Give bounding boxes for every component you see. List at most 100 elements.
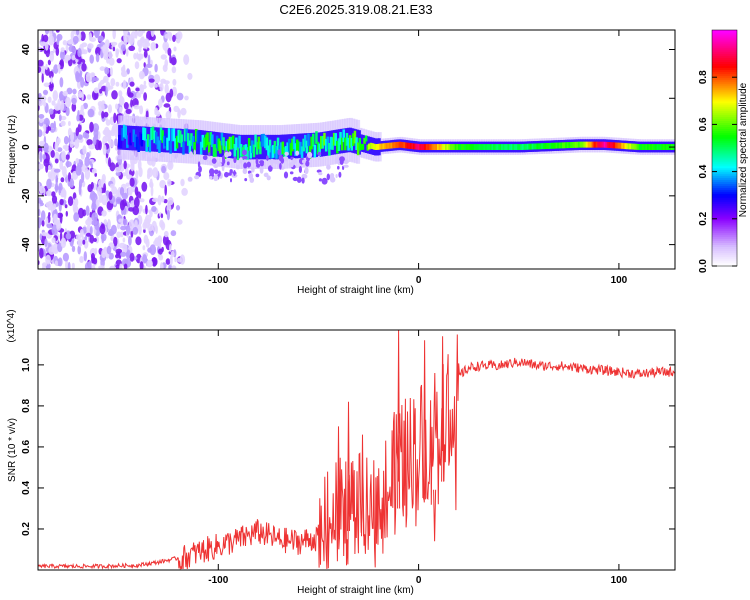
signal-core — [230, 136, 233, 150]
colorbar-segment — [712, 71, 737, 74]
snr-line — [38, 330, 675, 570]
noise-blob — [181, 187, 188, 196]
signal-core — [451, 144, 454, 150]
noise-blob — [41, 232, 47, 237]
colorbar-segment — [712, 67, 737, 70]
colorbar-segment — [712, 118, 737, 122]
signal-core — [430, 144, 434, 150]
noise-blob — [137, 159, 142, 171]
signal-blob — [292, 176, 298, 182]
noise-blob — [63, 135, 69, 145]
signal-core — [235, 137, 238, 151]
signal-core — [132, 129, 135, 143]
noise-blob — [38, 209, 41, 217]
noise-blob — [167, 179, 172, 187]
noise-blob — [78, 90, 83, 99]
colorbar-segment — [712, 57, 737, 61]
signal-core — [499, 144, 502, 150]
noise-blob — [80, 77, 85, 88]
signal-core — [544, 143, 547, 149]
noise-blob — [94, 247, 98, 255]
colorbar-segment — [712, 55, 737, 59]
signal-blob — [228, 151, 232, 157]
colorbar-segment — [712, 83, 737, 86]
colorbar-segment — [712, 181, 737, 184]
noise-blob — [38, 66, 42, 74]
noise-blob — [75, 234, 81, 241]
signal-core — [164, 133, 168, 147]
signal-core — [267, 145, 270, 159]
signal-core — [294, 143, 297, 156]
signal-core — [552, 142, 555, 149]
x-tick-label: 100 — [611, 575, 628, 586]
noise-blob — [145, 43, 148, 50]
signal-core — [260, 134, 264, 147]
noise-blob — [56, 221, 62, 231]
noise-blob — [154, 83, 158, 88]
signal-core — [187, 133, 190, 146]
signal-core — [462, 144, 466, 150]
noise-blob — [62, 252, 69, 262]
noise-blob — [121, 70, 128, 78]
noise-blob — [163, 172, 170, 181]
signal-core — [494, 144, 498, 150]
signal-core — [177, 129, 180, 143]
signal-core — [321, 135, 325, 149]
signal-core — [323, 132, 326, 146]
snr-frame — [37, 329, 676, 571]
signal-core — [188, 140, 192, 154]
noise-blob — [105, 190, 110, 196]
colorbar-segment — [712, 37, 737, 41]
noise-blob — [63, 191, 67, 200]
signal-core — [659, 144, 663, 150]
signal-core — [448, 144, 451, 150]
noise-blob — [165, 110, 172, 120]
noise-blob — [53, 120, 56, 132]
x-tick-label: 100 — [611, 275, 628, 286]
noise-blob — [47, 59, 52, 66]
noise-blob — [65, 210, 69, 217]
signal-core — [598, 141, 602, 148]
x-tick-label: -100 — [208, 575, 228, 586]
noise-blob — [42, 142, 49, 152]
noise-blob — [109, 265, 117, 269]
signal-edge — [363, 135, 367, 153]
signal-blob — [255, 158, 259, 165]
signal-core — [581, 141, 584, 148]
noise-blob — [143, 234, 149, 244]
signal-edge — [157, 127, 161, 152]
noise-blob — [39, 140, 46, 146]
noise-blob — [122, 237, 126, 243]
noise-blob — [81, 42, 88, 48]
noise-blob — [66, 159, 69, 168]
signal-core — [534, 143, 538, 150]
colorbar-segment — [712, 98, 737, 102]
signal-core — [336, 140, 339, 154]
colorbar-segment — [712, 238, 737, 242]
signal-core — [355, 137, 358, 150]
noise-blob — [164, 59, 168, 68]
colorbar-segment — [712, 226, 737, 230]
signal-core — [313, 144, 317, 158]
signal-core — [135, 136, 139, 150]
signal-blob — [187, 176, 193, 182]
signal-core — [169, 140, 172, 154]
signal-core — [174, 138, 177, 151]
signal-core — [480, 144, 483, 150]
colorbar-tick-label: 0.8 — [698, 70, 709, 84]
noise-blob — [47, 171, 53, 179]
signal-core — [413, 143, 416, 150]
noise-blob — [42, 131, 46, 137]
noise-blob — [72, 88, 77, 95]
colorbar-segment — [712, 59, 737, 63]
colorbar-segment — [712, 47, 737, 51]
signal-core — [457, 144, 461, 150]
colorbar-segment — [712, 236, 737, 240]
noise-blob — [39, 41, 47, 47]
noise-blob — [89, 54, 94, 64]
signal-core — [483, 144, 486, 150]
noise-blob — [52, 48, 56, 53]
colorbar-segment — [712, 205, 737, 208]
signal-edge — [193, 129, 197, 155]
signal-core — [307, 133, 310, 147]
